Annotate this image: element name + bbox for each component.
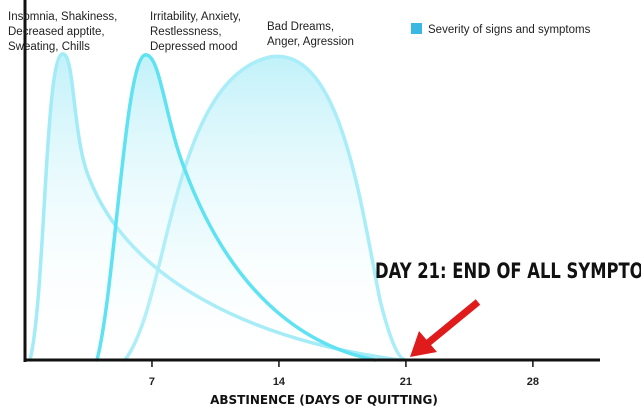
annotation: Depressed mood [150, 41, 238, 53]
x-axis-label: ABSTINENCE (DAYS OF QUITTING) [210, 393, 438, 407]
callout: DAY 21: END OF ALL SYMPTOMS [375, 260, 641, 283]
arrow-shaft [425, 299, 481, 346]
annotation: Anger, Agression [267, 36, 354, 48]
annotation: Restlessness, [150, 26, 222, 38]
x-tick-label: 21 [400, 376, 412, 388]
x-tick-label: 28 [527, 376, 539, 388]
x-tick-label: 7 [149, 376, 155, 388]
annotation: Insomnia, Shakiness, [8, 11, 117, 23]
annotation: Bad Dreams, [267, 21, 334, 33]
x-tick-label: 14 [273, 376, 286, 388]
annotation: Decreased apptite, [8, 26, 105, 38]
arrow [410, 299, 481, 357]
curves [28, 52, 407, 362]
legend-swatch [411, 23, 422, 34]
annotation: Irritability, Anxiety, [150, 11, 241, 23]
annotation: Sweating, Chills [8, 41, 90, 53]
curve-2 [95, 53, 377, 362]
arrow-head [410, 331, 437, 357]
legend-label: Severity of signs and symptoms [428, 24, 591, 36]
